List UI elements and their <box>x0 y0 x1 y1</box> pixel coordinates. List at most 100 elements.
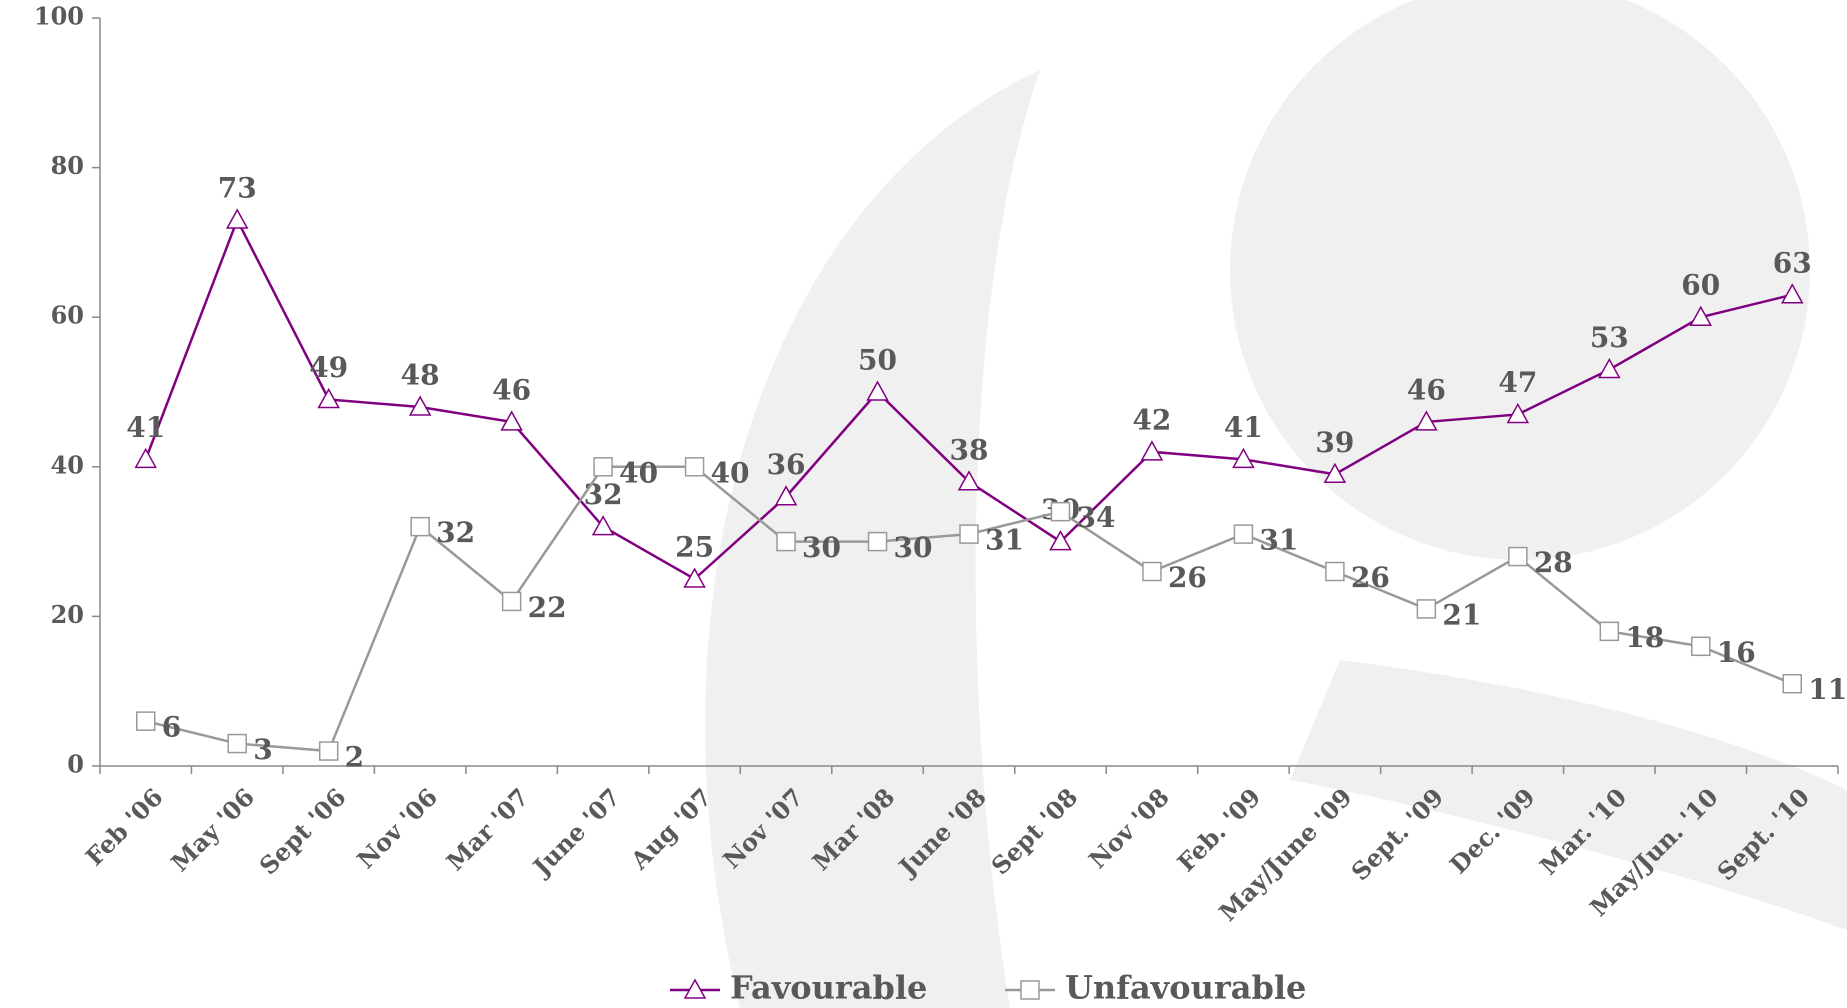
data-label: 30 <box>802 531 841 564</box>
marker <box>593 457 613 477</box>
data-label: 46 <box>1407 373 1446 406</box>
y-tick-label: 80 <box>51 151 84 180</box>
marker <box>1415 410 1438 431</box>
marker <box>318 741 339 761</box>
data-label: 73 <box>218 171 257 204</box>
data-label: 32 <box>436 516 475 549</box>
data-label: 31 <box>1259 524 1298 557</box>
marker <box>1050 501 1071 522</box>
marker <box>683 567 706 588</box>
marker <box>776 531 796 552</box>
x-tick-label: May '06 <box>165 782 260 877</box>
data-label: 63 <box>1773 246 1812 279</box>
marker <box>1416 599 1437 619</box>
data-label: 39 <box>1315 426 1354 459</box>
marker <box>500 410 523 431</box>
x-tick-label: Sept '06 <box>254 782 352 880</box>
data-label: 53 <box>1590 321 1629 354</box>
x-tick-label: Feb. '09 <box>1171 782 1266 877</box>
x-tick-label: Mar '07 <box>441 782 535 876</box>
marker <box>408 395 432 416</box>
marker <box>1782 673 1803 694</box>
y-tick-label: 0 <box>67 750 84 779</box>
marker <box>684 457 705 477</box>
data-label: 32 <box>584 478 623 511</box>
marker <box>410 516 430 537</box>
marker <box>1599 621 1620 642</box>
data-label: 40 <box>619 456 658 489</box>
x-tick-label: Sept '08 <box>985 782 1083 880</box>
data-label: 16 <box>1717 636 1756 669</box>
data-label: 22 <box>528 591 567 624</box>
marker <box>866 380 889 401</box>
data-label: 21 <box>1442 598 1481 631</box>
data-label: 2 <box>345 741 364 774</box>
data-label: 26 <box>1168 561 1207 594</box>
marker <box>1323 462 1347 484</box>
data-label: 31 <box>985 524 1024 557</box>
data-label: 46 <box>492 373 531 406</box>
marker <box>1598 358 1621 379</box>
data-label: 40 <box>711 456 750 489</box>
data-label: 6 <box>162 711 181 744</box>
data-label: 30 <box>894 531 933 564</box>
data-label: 34 <box>1076 501 1115 534</box>
x-tick-label: June '07 <box>526 782 626 882</box>
x-tick-label: Nov '08 <box>1083 782 1175 874</box>
marker <box>317 387 340 409</box>
marker <box>1232 447 1255 469</box>
data-label: 18 <box>1625 621 1664 654</box>
y-tick-label: 40 <box>51 450 84 479</box>
data-label: 60 <box>1681 269 1720 302</box>
marker <box>774 485 798 506</box>
legend-item: Favourable <box>670 969 927 1007</box>
marker <box>227 733 247 754</box>
x-tick-label: Aug '07 <box>624 782 717 875</box>
marker <box>1508 546 1528 567</box>
marker <box>1325 561 1345 582</box>
legend-label: Favourable <box>730 969 927 1007</box>
data-label: 26 <box>1351 561 1390 594</box>
marker <box>1140 440 1164 461</box>
marker <box>1049 530 1072 551</box>
marker <box>135 711 156 731</box>
data-label: 50 <box>858 344 897 377</box>
marker <box>683 978 707 999</box>
y-tick-label: 60 <box>51 301 84 330</box>
data-label: 41 <box>126 411 165 444</box>
data-label: 42 <box>1132 403 1171 436</box>
legend-label: Unfavourable <box>1065 969 1306 1007</box>
data-label: 38 <box>950 433 989 466</box>
marker <box>134 447 158 469</box>
y-tick-label: 100 <box>34 2 84 31</box>
marker <box>1506 402 1530 424</box>
legend-item: Unfavourable <box>1005 969 1306 1007</box>
x-tick-label: Nov '06 <box>351 782 443 874</box>
marker <box>1142 561 1162 582</box>
data-label: 49 <box>309 351 348 384</box>
marker <box>591 515 615 536</box>
marker <box>959 524 979 544</box>
marker <box>1689 305 1713 326</box>
data-label: 36 <box>767 448 806 481</box>
marker <box>1691 636 1711 657</box>
data-label: 11 <box>1808 673 1847 706</box>
watermark-shape <box>1230 0 1810 560</box>
marker <box>867 531 888 552</box>
marker <box>1233 524 1254 544</box>
data-label: 48 <box>401 358 440 391</box>
marker <box>225 208 249 229</box>
data-label: 3 <box>253 733 272 766</box>
marker <box>957 470 981 491</box>
marker <box>1780 283 1804 304</box>
marker <box>501 591 522 612</box>
data-label: 25 <box>675 531 714 564</box>
data-label: 28 <box>1534 546 1573 579</box>
data-label: 47 <box>1498 366 1537 399</box>
y-tick-label: 20 <box>51 600 84 629</box>
x-tick-label: Feb '06 <box>80 782 169 871</box>
data-label: 41 <box>1224 411 1263 444</box>
series: 41 73 49 48 46 32 25 36 50 38 30 42 41 39 46 47 53 60 63 <box>126 171 1812 588</box>
